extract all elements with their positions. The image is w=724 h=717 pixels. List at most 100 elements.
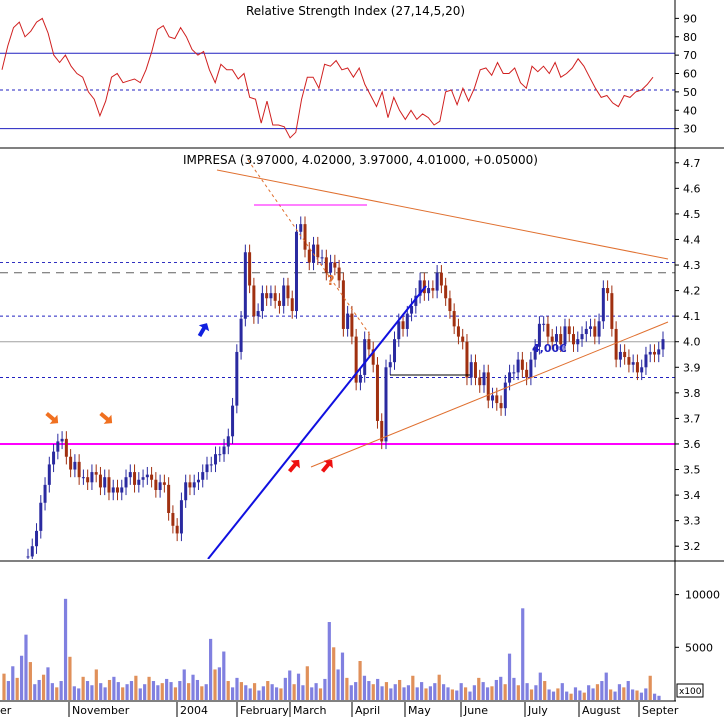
volume-bar xyxy=(134,675,138,700)
price-candle-body xyxy=(201,472,205,480)
price-candle-body xyxy=(375,364,379,421)
volume-bar xyxy=(41,674,46,700)
price-candle-body xyxy=(589,326,593,329)
price-candle-body xyxy=(388,362,392,368)
volume-bar xyxy=(200,686,204,700)
volume-bar xyxy=(222,651,226,700)
price-candle-body xyxy=(584,328,588,335)
volume-bar xyxy=(151,681,156,700)
red-arrow-icon-shape xyxy=(320,459,333,473)
volume-bar xyxy=(235,677,239,700)
volume-bar xyxy=(617,684,622,700)
price-candle-body xyxy=(354,336,358,383)
price-candle-body xyxy=(235,351,239,406)
price-candle-body xyxy=(478,377,482,386)
orange-arrow-icon-shape xyxy=(99,411,113,424)
price-candle-body xyxy=(286,285,290,299)
x-axis-label: Septer xyxy=(642,704,679,717)
volume-bar xyxy=(336,669,340,700)
volume-bar xyxy=(204,684,208,700)
volume-bar xyxy=(398,679,402,700)
volume-bar xyxy=(626,681,630,700)
price-tick-label: 3.9 xyxy=(683,361,701,374)
price-candle-body xyxy=(652,351,656,355)
volume-bar xyxy=(257,690,261,700)
volume-bar xyxy=(349,685,353,700)
price-candle-body xyxy=(162,482,166,485)
orange-arrow-icon-shape xyxy=(45,411,59,424)
price-candle-body xyxy=(546,323,550,337)
volume-bar xyxy=(94,669,98,700)
volume-bar xyxy=(354,682,358,700)
volume-bar xyxy=(345,677,349,700)
x-axis: er November 2004 February March April May June J… xyxy=(0,702,679,717)
volume-bar xyxy=(657,695,661,700)
volume-bar xyxy=(125,684,129,700)
volume-bar xyxy=(389,688,393,700)
price-candle-body xyxy=(618,351,622,360)
price-candle-body xyxy=(512,372,516,374)
price-candle-body xyxy=(145,474,149,478)
volume-bar xyxy=(591,688,595,700)
volume-bar xyxy=(296,673,301,700)
price-candle-body xyxy=(384,367,388,442)
volume-bar xyxy=(543,681,547,700)
volume-bar xyxy=(147,676,151,700)
volume-bar xyxy=(604,672,608,700)
price-candle-body xyxy=(260,293,264,312)
volume-bar xyxy=(156,685,160,700)
volume-bar xyxy=(2,673,6,700)
price-candle-body xyxy=(601,288,605,322)
rsi-line xyxy=(1,17,654,139)
price-tick-label: 4.7 xyxy=(683,157,701,170)
volume-bar xyxy=(121,687,125,700)
price-tick-label: 3.7 xyxy=(683,412,701,425)
volume-bar xyxy=(182,669,186,700)
price-candle-body xyxy=(294,231,298,312)
price-candle-body xyxy=(495,395,499,404)
price-candle-body xyxy=(614,328,618,360)
volume-bar xyxy=(600,681,604,700)
rsi-title: Relative Strength Index (27,14,5,20) xyxy=(246,4,465,18)
price-candle-body xyxy=(350,313,354,337)
volume-panel: 5000 10000 x100 xyxy=(2,589,720,700)
price-candle-body xyxy=(635,362,639,373)
price-candle-body xyxy=(171,512,175,526)
price-candle-body xyxy=(307,249,311,263)
volume-bar xyxy=(485,687,490,700)
price-question-annotation: ? xyxy=(327,274,335,289)
price-candle-body xyxy=(282,285,286,306)
volume-bar xyxy=(292,684,296,700)
volume-bar xyxy=(178,681,182,700)
price-candle-body xyxy=(465,341,469,378)
price-candle-body xyxy=(554,334,558,342)
volume-bar xyxy=(450,689,454,700)
volume-bar xyxy=(6,681,10,700)
volume-bar xyxy=(165,678,169,700)
x-axis-label: April xyxy=(355,704,380,717)
price-candle-body xyxy=(154,479,158,490)
price-candle-body xyxy=(363,339,367,375)
volume-bar xyxy=(143,684,147,700)
volume-bar xyxy=(327,622,331,700)
price-tick-label: 4.5 xyxy=(683,208,701,221)
volume-bar xyxy=(252,683,257,700)
price-candle-body xyxy=(661,339,665,350)
price-candle-body xyxy=(597,321,601,337)
price-candle-body xyxy=(265,293,269,299)
volume-bar xyxy=(613,691,617,700)
price-candle-body xyxy=(610,293,614,329)
price-candle-body xyxy=(371,349,375,365)
price-upper-triangle-line xyxy=(216,169,669,260)
volume-bar xyxy=(261,686,265,700)
price-candle-body xyxy=(533,346,537,360)
price-candle-body xyxy=(226,436,230,447)
price-candle-body xyxy=(231,405,235,437)
price-candle-body xyxy=(150,474,154,480)
volume-bar xyxy=(24,634,28,700)
volume-bar xyxy=(582,692,586,700)
volume-bar xyxy=(459,683,463,700)
volume-bar xyxy=(380,686,384,700)
volume-bar xyxy=(116,682,120,700)
rsi-panel: 30 40 50 60 70 80 90 Relative Strength Index (2… xyxy=(0,4,697,139)
